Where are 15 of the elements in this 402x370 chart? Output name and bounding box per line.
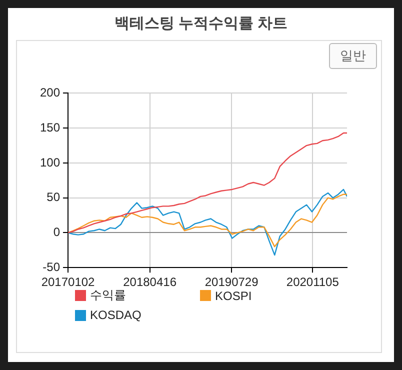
y-tick-label: 50: [46, 190, 60, 204]
y-tick-label: 100: [40, 155, 60, 170]
y-tick-label: 0: [53, 225, 60, 240]
x-tick-label: 20201105: [286, 275, 340, 290]
y-tick-label: 150: [40, 120, 60, 134]
x-tick-label: 20180416: [123, 275, 177, 290]
y-tick-label: 200: [40, 86, 60, 100]
x-tick-label: 20190729: [204, 275, 259, 290]
x-tick-label: 20170102: [41, 275, 96, 290]
legend-label: KOSPI: [215, 288, 252, 302]
text: 일반: [329, 43, 377, 69]
chart-title: 백테스팅 누적수익률 차트: [113, 14, 289, 33]
legend-label: KOSDAQ: [90, 308, 142, 322]
y-tick-label: -50: [42, 260, 60, 274]
legend-label: 수익률: [90, 287, 126, 304]
